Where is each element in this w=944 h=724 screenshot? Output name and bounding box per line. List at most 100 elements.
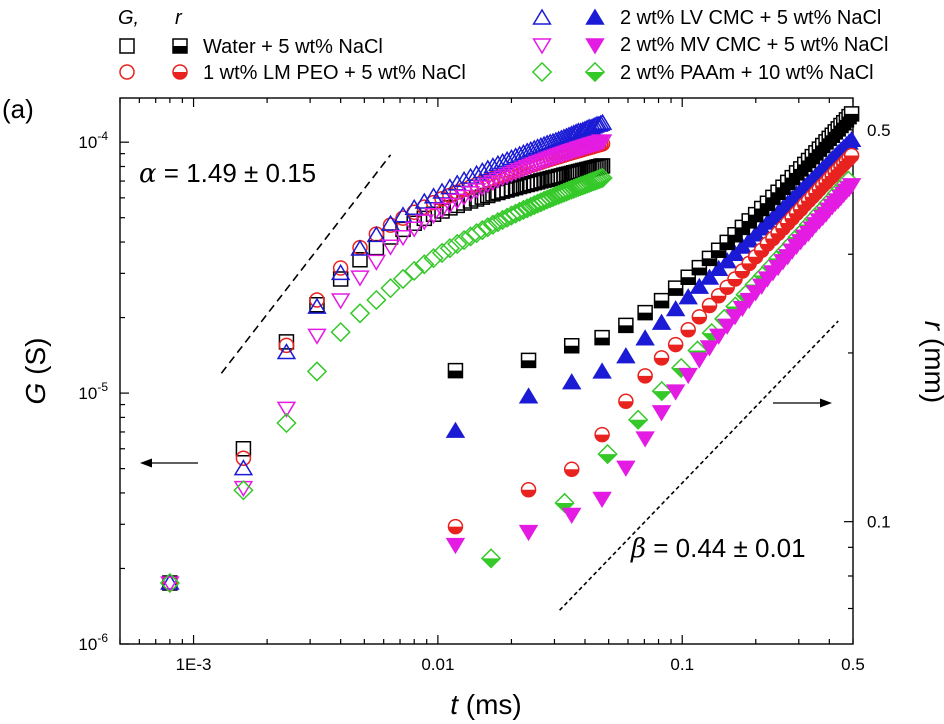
- point-g-mv: [543, 150, 563, 167]
- point-r-water: [667, 280, 684, 296]
- point-g-mv: [466, 183, 487, 200]
- legend-marker-g-paam-shape: [531, 61, 553, 83]
- point-g-paam: [556, 181, 577, 202]
- point-g-mv: [505, 164, 526, 182]
- point-g-paam-shape: [423, 247, 444, 269]
- point-g-paam-shape: [349, 303, 371, 324]
- point-g-lv: [233, 459, 254, 476]
- point-g-paam: [536, 189, 558, 210]
- point-r-peo-fill: [521, 489, 536, 497]
- point-r-water-fill: [448, 370, 463, 378]
- point-r-water-fill: [785, 177, 800, 185]
- point-r-mv-shape: [445, 537, 466, 555]
- point-r-mv-shape: [708, 328, 729, 345]
- point-r-peo-fill: [448, 526, 463, 534]
- point-g-paam-shape: [233, 480, 254, 501]
- point-r-lv: [689, 277, 710, 294]
- point-g-lv: [276, 343, 297, 360]
- point-g-paam-shape: [592, 167, 613, 189]
- point-g-paam-shape: [276, 412, 297, 434]
- point-g-paam-shape: [584, 170, 606, 191]
- point-g-water: [332, 271, 349, 287]
- x-axis-label-unit: (ms): [466, 689, 522, 720]
- point-r-water-fill: [780, 182, 795, 190]
- legend-label-peo: 1 wt% LM PEO + 5 wt% NaCl: [203, 62, 466, 84]
- point-g-water: [523, 175, 539, 192]
- point-g-mv: [592, 134, 613, 151]
- beta-symbol: β: [630, 534, 646, 564]
- point-g-mv-shape: [548, 148, 569, 165]
- point-g-peo: [332, 260, 349, 276]
- point-g-water-shape: [507, 179, 524, 196]
- legend-label-mv: 2 wt% MV CMC + 5 wt% NaCl: [620, 34, 888, 56]
- point-g-mv: [350, 270, 370, 287]
- point-g-paam-shape: [380, 277, 401, 299]
- point-g-mv: [330, 293, 351, 310]
- point-g-peo: [278, 337, 295, 354]
- point-r-peo-fill: [564, 469, 579, 477]
- point-g-mv: [589, 135, 609, 152]
- axis-ticks: 1E-3 0.01 0.1 0.510-610-510-40.10.5: [78, 98, 891, 674]
- point-r-lv-shape: [699, 268, 720, 285]
- point-r-water-fill: [775, 187, 790, 195]
- point-g-paam: [349, 303, 371, 324]
- legend: G, r Water + 5 wt% NaCl 1 wt% LM PEO + 5…: [118, 7, 888, 84]
- point-g-mv: [501, 166, 522, 183]
- point-g-paam-shape: [472, 220, 493, 241]
- point-g-water-shape: [499, 182, 515, 198]
- point-r-water: [447, 362, 464, 379]
- legend-marker-r-mv-shape: [585, 38, 605, 55]
- point-r-lv: [635, 329, 655, 346]
- point-g-paam: [439, 238, 461, 259]
- point-g-mv-shape: [501, 166, 522, 183]
- point-g-paam: [592, 167, 613, 189]
- panel-label: (a): [2, 94, 34, 124]
- point-r-peo-fill: [638, 375, 653, 383]
- point-r-mv-shape: [841, 178, 862, 195]
- point-g-lv: [478, 159, 498, 176]
- point-g-paam: [553, 182, 575, 203]
- point-r-peo: [680, 321, 696, 338]
- point-r-peo: [563, 461, 580, 478]
- point-g-paam-shape: [586, 169, 608, 191]
- point-g-water: [515, 177, 532, 194]
- alpha-guide-line: [220, 154, 392, 374]
- point-g-mv: [440, 197, 460, 215]
- point-g-lv: [585, 116, 605, 133]
- point-g-water-shape: [468, 191, 485, 207]
- point-r-lv-shape: [841, 130, 862, 148]
- point-g-mv: [366, 254, 387, 271]
- x-tick-label: 0.5: [841, 655, 865, 674]
- legend-marker-g-mv-shape: [532, 38, 552, 55]
- point-g-mv-shape: [472, 180, 493, 197]
- point-g-mv: [548, 148, 569, 165]
- point-g-lv-shape: [233, 459, 254, 476]
- point-r-mv: [717, 318, 737, 335]
- point-g-paam-shape: [588, 169, 610, 190]
- point-r-water-fill: [728, 234, 743, 242]
- point-r-water: [843, 106, 860, 122]
- point-g-peo: [309, 292, 325, 308]
- point-r-lv-shape: [445, 421, 466, 438]
- point-r-peo: [637, 368, 653, 384]
- point-g-mv-shape: [483, 174, 503, 192]
- point-r-mv: [592, 491, 612, 508]
- point-g-mv: [488, 172, 508, 189]
- point-r-water-fill: [735, 227, 750, 235]
- legend-marker-g-lv-shape: [532, 8, 552, 25]
- point-r-mv: [732, 300, 753, 318]
- point-g-lv-shape: [276, 343, 297, 360]
- y-left-tick-label: 10-5: [78, 380, 108, 403]
- point-r-lv-shape: [518, 387, 539, 404]
- alpha-value: = 1.49 ± 0.15: [157, 158, 317, 188]
- legend-marker-r-water: [172, 38, 188, 54]
- point-g-paam: [582, 171, 604, 192]
- point-g-paam: [505, 203, 526, 224]
- point-g-paam-shape: [487, 212, 509, 233]
- legend-marker-r-water-fill: [173, 46, 187, 53]
- point-r-mv: [562, 507, 582, 524]
- point-r-peo-fill: [748, 256, 763, 264]
- point-g-water: [507, 179, 524, 196]
- point-g-paam: [586, 169, 608, 191]
- point-g-lv: [160, 573, 180, 590]
